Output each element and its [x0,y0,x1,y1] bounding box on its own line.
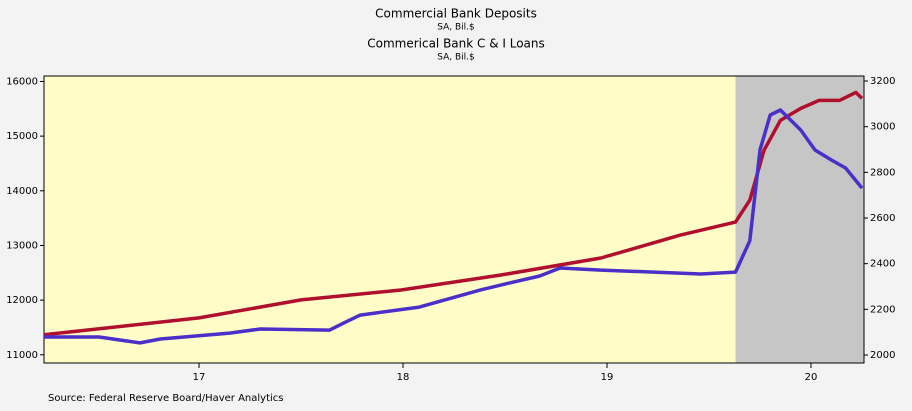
y-tick-label: 13000 [6,240,38,251]
y2-tick-label: 3000 [870,122,895,133]
y2-tick-label: 2600 [870,213,895,224]
y-tick-label: 12000 [6,295,38,306]
series-line [43,90,864,337]
x-tick-label: 17 [193,372,206,383]
y2-tick-label: 2200 [870,304,895,315]
series-title: Commercial Bank Deposits [375,7,537,21]
y-tick-label: 15000 [6,131,38,142]
y-tick-label: 11000 [6,350,38,361]
plot-area [44,76,864,363]
y-tick-label: 16000 [6,76,38,87]
y2-tick-label: 2800 [870,167,895,178]
y-tick-label: 14000 [6,186,38,197]
series-units: SA, Bil.$ [437,53,475,63]
x-tick-label: 20 [805,372,818,383]
series-units: SA, Bil.$ [437,23,475,33]
y2-tick-label: 3200 [870,76,895,87]
x-tick-label: 18 [397,372,410,383]
plot-frame [43,75,865,364]
series-line [44,108,864,345]
recession-shade [735,76,864,363]
source: Source: Federal Reserve Board/Haver Anal… [48,393,284,404]
y2-tick-label: 2000 [870,350,895,361]
y2-tick-label: 2400 [870,259,895,270]
x-tick-label: 19 [601,372,614,383]
series-title: Commerical Bank C & I Loans [367,37,545,51]
